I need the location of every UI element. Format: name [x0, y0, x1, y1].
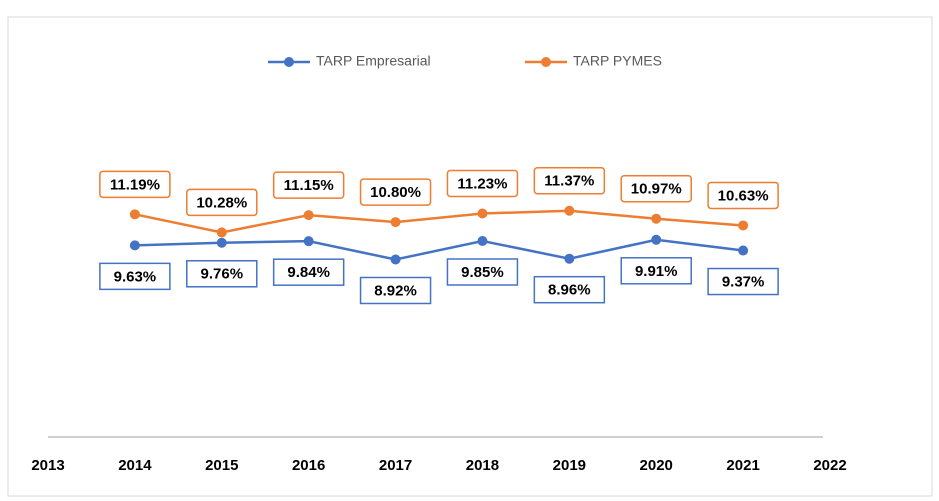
x-tick-label: 2017 [379, 457, 412, 474]
value-label: 9.84% [287, 264, 330, 281]
value-label: 10.63% [718, 187, 769, 204]
x-tick-label: 2020 [640, 457, 673, 474]
x-tick-label: 2019 [553, 457, 586, 474]
legend-marker [541, 57, 551, 67]
value-label-box [533, 275, 606, 304]
value-label: 9.76% [201, 266, 244, 283]
x-tick-label: 2018 [466, 457, 499, 474]
value-label-box [620, 174, 692, 203]
data-point [564, 205, 575, 216]
value-label-box [272, 171, 345, 199]
value-label-box [620, 257, 692, 285]
x-tick-label: 2014 [118, 457, 152, 474]
data-point [390, 217, 401, 228]
data-point [477, 235, 488, 246]
series-line [134, 238, 744, 261]
value-label-box [533, 166, 606, 195]
value-label: 8.96% [548, 282, 591, 299]
value-label-box [99, 262, 171, 291]
data-point [129, 209, 140, 220]
x-tick-label: 2022 [813, 457, 846, 474]
value-label-box [99, 170, 171, 199]
data-point [216, 227, 227, 238]
value-label-box [272, 258, 345, 286]
value-label: 9.85% [461, 264, 504, 281]
value-label: 9.91% [635, 263, 678, 280]
x-tick-label: 2016 [292, 457, 325, 474]
legend-label: TARP Empresarial [316, 53, 431, 69]
data-point [390, 254, 401, 265]
value-label-box [446, 258, 519, 286]
value-label-box [707, 181, 779, 210]
data-point [738, 245, 749, 256]
value-label: 11.15% [284, 177, 334, 194]
x-tick-label: 2013 [31, 457, 64, 474]
legend-marker [284, 57, 294, 67]
value-label-box [707, 267, 779, 296]
value-label-box [186, 260, 258, 288]
data-point [216, 237, 227, 248]
value-label: 11.19% [110, 176, 160, 193]
chart-frame [7, 16, 933, 497]
value-label-box [359, 178, 432, 206]
data-point [303, 236, 314, 247]
value-label-box [186, 188, 258, 217]
value-label-box [446, 169, 519, 198]
data-point [129, 240, 140, 251]
data-point [651, 234, 662, 245]
data-point [738, 220, 749, 231]
value-label: 9.37% [722, 274, 765, 291]
data-point [651, 213, 662, 224]
value-label: 10.80% [370, 184, 421, 201]
value-label: 9.63% [114, 268, 157, 285]
value-label: 10.28% [196, 194, 247, 211]
series-line [134, 209, 744, 234]
value-label: 11.37% [544, 173, 594, 190]
data-point [303, 210, 314, 221]
value-label-box [359, 276, 432, 305]
data-point [564, 253, 575, 264]
data-point [477, 208, 488, 219]
value-label: 8.92% [374, 282, 417, 299]
value-label: 10.97% [631, 181, 682, 198]
value-label: 11.23% [457, 175, 507, 192]
x-tick-label: 2015 [205, 457, 238, 474]
legend-label: TARP PYMES [573, 53, 662, 69]
x-tick-label: 2021 [726, 457, 759, 474]
